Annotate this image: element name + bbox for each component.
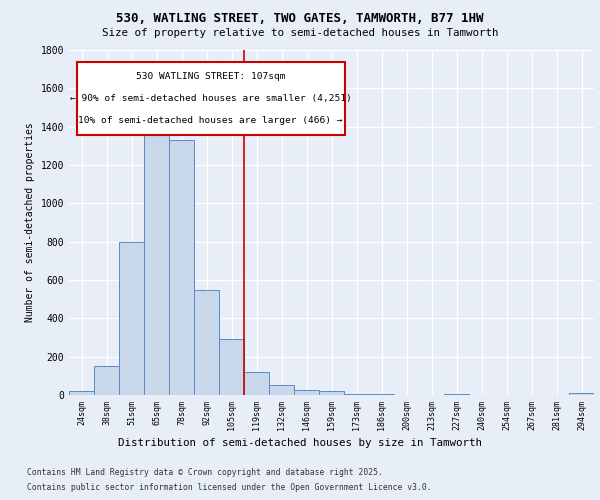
Bar bbox=[344, 394, 369, 395]
Bar bbox=[194, 290, 219, 395]
Text: ← 90% of semi-detached houses are smaller (4,251): ← 90% of semi-detached houses are smalle… bbox=[70, 94, 352, 103]
Bar bbox=[269, 386, 294, 395]
Text: 10% of semi-detached houses are larger (466) →: 10% of semi-detached houses are larger (… bbox=[79, 116, 343, 125]
Text: Contains HM Land Registry data © Crown copyright and database right 2025.: Contains HM Land Registry data © Crown c… bbox=[27, 468, 383, 477]
Bar bbox=[244, 372, 269, 395]
FancyBboxPatch shape bbox=[77, 62, 344, 134]
Bar bbox=[119, 242, 144, 395]
Text: 530, WATLING STREET, TWO GATES, TAMWORTH, B77 1HW: 530, WATLING STREET, TWO GATES, TAMWORTH… bbox=[116, 12, 484, 26]
Bar bbox=[294, 390, 319, 395]
Text: Distribution of semi-detached houses by size in Tamworth: Distribution of semi-detached houses by … bbox=[118, 438, 482, 448]
Text: 530 WATLING STREET: 107sqm: 530 WATLING STREET: 107sqm bbox=[136, 72, 286, 80]
Bar bbox=[569, 393, 594, 395]
Bar bbox=[369, 394, 394, 395]
Bar bbox=[319, 391, 344, 395]
Bar bbox=[69, 391, 94, 395]
Text: Size of property relative to semi-detached houses in Tamworth: Size of property relative to semi-detach… bbox=[102, 28, 498, 38]
Y-axis label: Number of semi-detached properties: Number of semi-detached properties bbox=[25, 122, 35, 322]
Bar bbox=[94, 366, 119, 395]
Text: Contains public sector information licensed under the Open Government Licence v3: Contains public sector information licen… bbox=[27, 483, 431, 492]
Bar bbox=[444, 394, 469, 395]
Bar bbox=[219, 340, 244, 395]
Bar bbox=[169, 140, 194, 395]
Bar bbox=[144, 126, 169, 395]
